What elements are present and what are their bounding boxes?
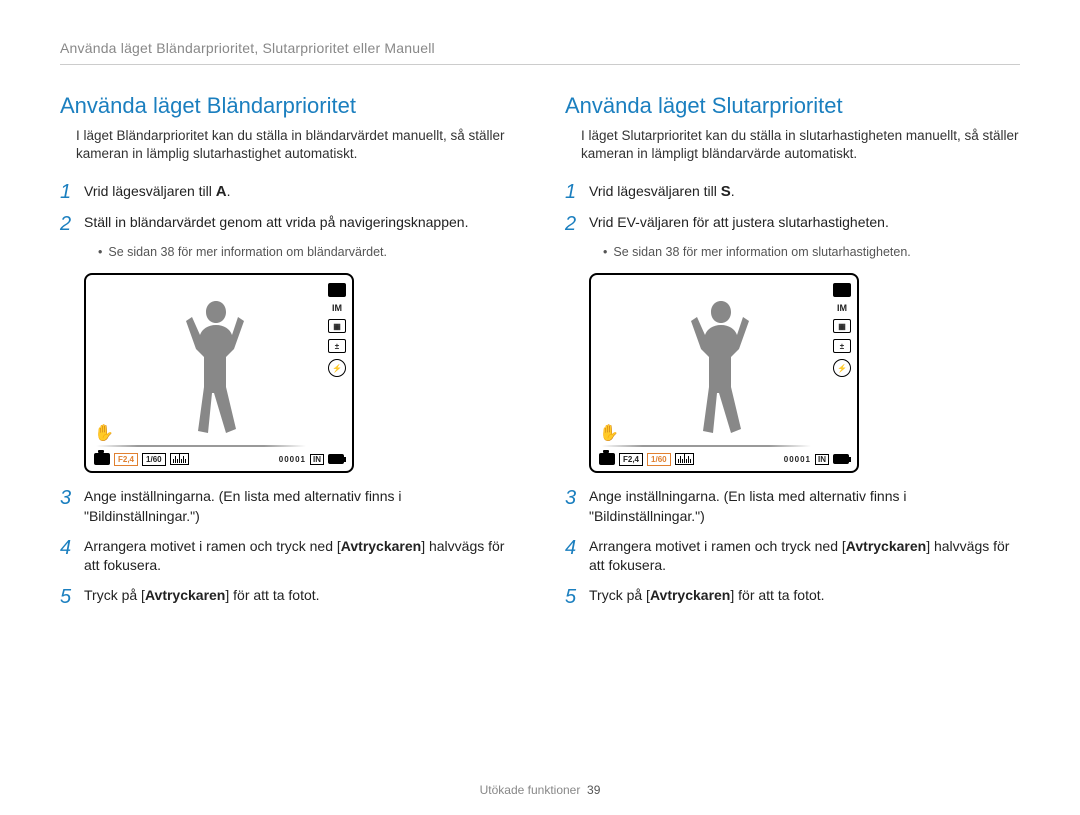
ground-line (96, 445, 306, 447)
page-footer: Utökade funktioner 39 (0, 783, 1080, 797)
right-steps: 1 Vrid lägesväljaren till S. 2 Vrid EV-v… (565, 181, 1020, 235)
exposure-icon: ± (328, 339, 346, 353)
shutter-button-label: Avtryckaren (650, 587, 730, 603)
metering-icon: ▦ (328, 319, 346, 333)
right-title: Använda läget Slutarprioritet (565, 93, 1020, 119)
mode-s-icon: S (721, 181, 731, 202)
step-text: Ange inställningarna. (En lista med alte… (589, 487, 1020, 526)
step-number: 4 (60, 537, 84, 559)
card-icon (833, 283, 851, 297)
step-text: Arrangera motivet i ramen och tryck ned … (589, 538, 846, 554)
left-title: Använda läget Bländarprioritet (60, 93, 515, 119)
frame-counter: 00001 (279, 455, 306, 464)
lcd-right-icons: IM ▦ ± ⚡ (833, 283, 851, 377)
flash-icon: ⚡ (833, 359, 851, 377)
right-step-4: 4 Arrangera motivet i ramen och tryck ne… (565, 537, 1020, 576)
step-text: Ställ in bländarvärdet genom att vrida p… (84, 213, 468, 233)
step-number: 3 (565, 487, 589, 509)
step-number: 5 (565, 586, 589, 608)
in-label: IN (310, 454, 324, 465)
right-step-5: 5 Tryck på [Avtryckaren] för att ta foto… (565, 586, 1020, 608)
in-label: IN (815, 454, 829, 465)
left-intro: I läget Bländarprioritet kan du ställa i… (76, 127, 515, 163)
step-number: 2 (565, 213, 589, 235)
step-text: . (731, 183, 735, 199)
shutter-button-label: Avtryckaren (145, 587, 225, 603)
frame-counter: 00001 (784, 455, 811, 464)
right-step-2: 2 Vrid EV-väljaren för att justera sluta… (565, 213, 1020, 235)
camera-icon (599, 453, 615, 465)
step-text: Tryck på [ (589, 587, 650, 603)
exposure-icon: ± (833, 339, 851, 353)
ev-scale-icon (675, 453, 694, 465)
left-steps-cont: 3 Ange inställningarna. (En lista med al… (60, 487, 515, 607)
shutter-value: 1/60 (647, 453, 671, 466)
step-text: Arrangera motivet i ramen och tryck ned … (84, 538, 341, 554)
step-number: 2 (60, 213, 84, 235)
step-text: Vrid lägesväljaren till (589, 183, 721, 199)
shutter-button-label: Avtryckaren (846, 538, 926, 554)
person-silhouette-icon (681, 293, 761, 443)
step-text: ] för att ta fotot. (225, 587, 319, 603)
step-number: 1 (60, 181, 84, 203)
step-text: Vrid EV-väljaren för att justera slutarh… (589, 213, 889, 233)
ev-scale-icon (170, 453, 189, 465)
left-note-2: Se sidan 38 för mer information om bländ… (98, 245, 515, 259)
page-header: Använda läget Bländarprioritet, Slutarpr… (60, 40, 1020, 65)
battery-icon (833, 454, 849, 464)
left-steps: 1 Vrid lägesväljaren till A. 2 Ställ in … (60, 181, 515, 235)
footer-section: Utökade funktioner (480, 783, 581, 797)
left-step-4: 4 Arrangera motivet i ramen och tryck ne… (60, 537, 515, 576)
right-intro: I läget Slutarprioritet kan du ställa in… (581, 127, 1020, 163)
im-label: IM (328, 303, 346, 313)
shutter-button-label: Avtryckaren (341, 538, 421, 554)
person-silhouette-icon (176, 293, 256, 443)
card-icon (328, 283, 346, 297)
step-number: 3 (60, 487, 84, 509)
stabilization-icon: ✋ (599, 423, 619, 443)
aperture-value: F2,4 (114, 453, 138, 466)
left-step-1: 1 Vrid lägesväljaren till A. (60, 181, 515, 203)
lcd-bottom-bar: F2,4 1/60 00001 IN (599, 451, 849, 467)
step-text: Tryck på [ (84, 587, 145, 603)
left-step-2: 2 Ställ in bländarvärdet genom att vrida… (60, 213, 515, 235)
step-text: ] för att ta fotot. (730, 587, 824, 603)
shutter-value: 1/60 (142, 453, 166, 466)
metering-icon: ▦ (833, 319, 851, 333)
aperture-value: F2,4 (619, 453, 643, 466)
right-note-2: Se sidan 38 för mer information om sluta… (603, 245, 1020, 259)
page-number: 39 (587, 783, 600, 797)
content-columns: Använda läget Bländarprioritet I läget B… (60, 93, 1020, 618)
right-steps-cont: 3 Ange inställningarna. (En lista med al… (565, 487, 1020, 607)
lcd-bottom-bar: F2,4 1/60 00001 IN (94, 451, 344, 467)
flash-icon: ⚡ (328, 359, 346, 377)
stabilization-icon: ✋ (94, 423, 114, 443)
step-number: 1 (565, 181, 589, 203)
camera-icon (94, 453, 110, 465)
mode-a-icon: A (216, 181, 227, 202)
right-step-1: 1 Vrid lägesväljaren till S. (565, 181, 1020, 203)
step-number: 4 (565, 537, 589, 559)
step-text: Vrid lägesväljaren till (84, 183, 216, 199)
right-step-3: 3 Ange inställningarna. (En lista med al… (565, 487, 1020, 526)
lcd-right-icons: IM ▦ ± ⚡ (328, 283, 346, 377)
ground-line (601, 445, 811, 447)
lcd-preview-right: IM ▦ ± ⚡ ✋ F2,4 1/60 00001 IN (589, 273, 859, 473)
step-text: Ange inställningarna. (En lista med alte… (84, 487, 515, 526)
left-step-3: 3 Ange inställningarna. (En lista med al… (60, 487, 515, 526)
lcd-preview-left: IM ▦ ± ⚡ ✋ F2,4 1/60 00001 IN (84, 273, 354, 473)
battery-icon (328, 454, 344, 464)
step-number: 5 (60, 586, 84, 608)
im-label: IM (833, 303, 851, 313)
left-step-5: 5 Tryck på [Avtryckaren] för att ta foto… (60, 586, 515, 608)
left-column: Använda läget Bländarprioritet I läget B… (60, 93, 515, 618)
step-text: . (227, 183, 231, 199)
right-column: Använda läget Slutarprioritet I läget Sl… (565, 93, 1020, 618)
